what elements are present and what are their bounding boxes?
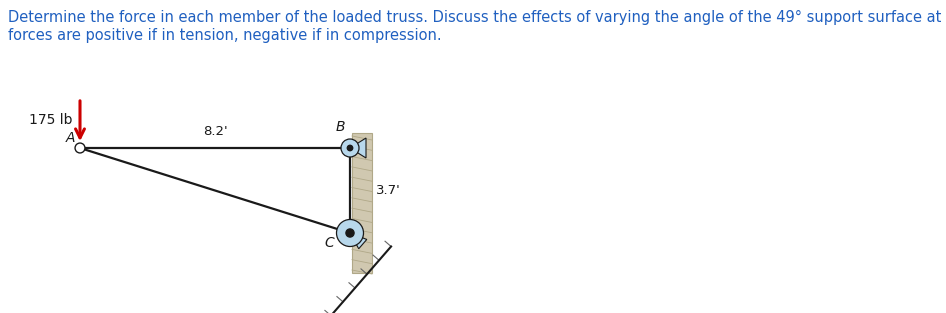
Text: A: A (65, 131, 75, 145)
Text: B: B (336, 120, 345, 134)
Text: Determine the force in each member of the loaded truss. Discuss the effects of v: Determine the force in each member of th… (8, 10, 946, 25)
Polygon shape (352, 133, 372, 273)
Circle shape (75, 143, 85, 153)
Polygon shape (350, 233, 367, 249)
Circle shape (346, 229, 354, 237)
Circle shape (341, 139, 359, 157)
Circle shape (347, 145, 353, 151)
Text: 8.2': 8.2' (202, 125, 227, 138)
Circle shape (337, 219, 363, 247)
Polygon shape (350, 138, 366, 158)
Text: C: C (324, 236, 334, 250)
Text: 3.7': 3.7' (376, 184, 401, 197)
Text: 175 lb: 175 lb (28, 113, 72, 127)
Text: forces are positive if in tension, negative if in compression.: forces are positive if in tension, negat… (8, 28, 442, 43)
